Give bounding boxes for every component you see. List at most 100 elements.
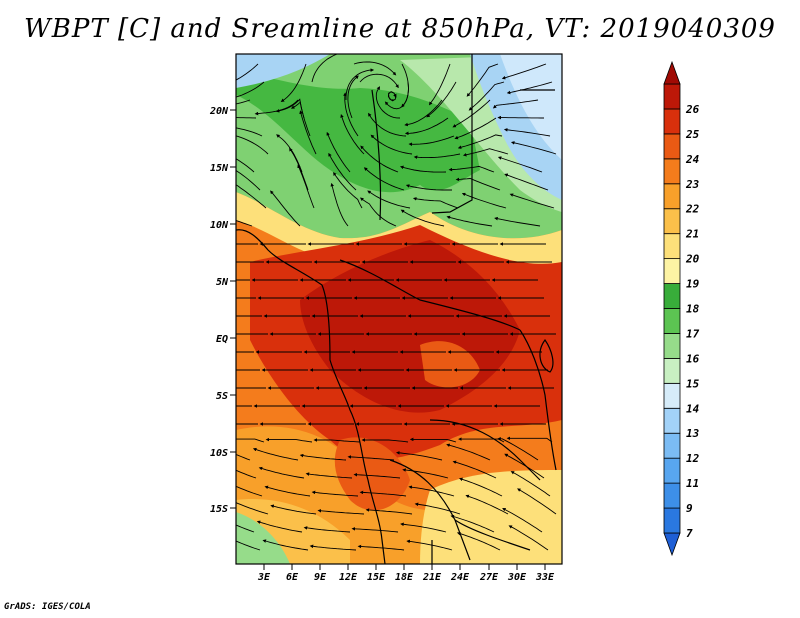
colorbar-label: 19 (686, 278, 700, 291)
streamline (465, 494, 509, 515)
coastlines-borders (236, 54, 557, 564)
streamline (452, 460, 497, 479)
streamline (452, 99, 491, 128)
colorbar-segment (663, 382, 681, 409)
latitude-axis: 20N 15N 10N 5N EQ 5S 10S 15S (209, 106, 236, 515)
streamline (262, 539, 309, 551)
lon-label: 12E (339, 572, 358, 583)
lon-label: 15E (367, 572, 386, 583)
colorbar-label: 17 (686, 327, 700, 340)
streamline (404, 99, 443, 127)
lon-label: 21E (422, 572, 442, 583)
colorbar-label: 14 (686, 402, 700, 415)
green-sw (236, 512, 290, 564)
streamline (280, 63, 307, 103)
streamline (384, 81, 409, 110)
lat-label: 15N (210, 163, 229, 174)
streamline (236, 524, 255, 533)
streamline (258, 466, 305, 479)
streamline (299, 453, 347, 461)
streamline (236, 485, 263, 497)
streamline (456, 531, 501, 551)
lat-label: 10S (210, 448, 228, 459)
pale-blue-ne (500, 54, 562, 160)
chart-title: WBPT [C] and Sreamline at 850hPa, VT: 20… (24, 14, 776, 44)
streamline (510, 141, 557, 155)
streamline (236, 158, 255, 173)
streamline (426, 81, 457, 118)
streamline (236, 117, 257, 119)
colorbar-label: 15 (686, 377, 700, 390)
streamline (297, 164, 315, 209)
streamline (236, 127, 263, 137)
streamline (517, 488, 557, 515)
streamline (305, 472, 353, 479)
streamline (264, 485, 311, 497)
streamline (492, 99, 539, 109)
pale-yellow-se (420, 470, 562, 564)
streamline (357, 544, 405, 551)
streamline (458, 477, 503, 497)
streamline (270, 190, 301, 227)
streamline (506, 436, 553, 443)
streamline (414, 502, 461, 515)
light-blue-zone (236, 54, 330, 88)
streamline (400, 522, 447, 533)
streamline (375, 86, 401, 119)
streamline (510, 471, 551, 497)
streamline (497, 437, 539, 461)
streamline (236, 81, 265, 98)
lon-label: 18E (395, 572, 414, 583)
colorbar-segment (663, 158, 681, 185)
colorbar-label: 24 (685, 153, 700, 166)
lon-label: 30E (507, 572, 527, 583)
streamline (299, 110, 317, 155)
streamline (265, 437, 313, 443)
colorbar-label: 23 (685, 178, 700, 191)
streamline (236, 99, 251, 105)
colorbar-segment (663, 60, 681, 85)
streamline (236, 502, 269, 515)
streamline (408, 135, 455, 147)
streamline (353, 472, 401, 479)
colorbar-label: 12 (686, 452, 700, 465)
colorbar-label: 9 (686, 502, 693, 515)
colorbar-segment (663, 258, 681, 284)
streamline (406, 539, 453, 551)
streamline (368, 112, 407, 137)
lon-label: 9E (314, 572, 327, 583)
lat-label: 10N (210, 220, 229, 231)
colorbar-segment (663, 532, 681, 557)
lat-label: 5S (216, 391, 228, 402)
streamline (236, 469, 257, 479)
orange-center (420, 341, 480, 388)
colorbar: 7 9 11 12 13 14 15 16 17 18 19 20 21 22 23 24 25 26 (663, 60, 700, 557)
streamline (446, 443, 491, 461)
streamline (404, 117, 449, 136)
streamline (446, 215, 493, 227)
streamline (317, 508, 365, 515)
colorbar-label: 13 (686, 427, 700, 440)
streamline (353, 61, 397, 76)
streamline (340, 113, 365, 155)
colorbar-segment (663, 133, 681, 160)
colorbar-label: 20 (685, 253, 700, 266)
colorbar-segment (663, 457, 681, 484)
streamline (311, 54, 345, 83)
streamline (399, 165, 447, 173)
streamline (428, 63, 451, 106)
colorbar-segment (663, 108, 681, 135)
streamline (347, 75, 359, 119)
colorbar-segment (663, 407, 681, 434)
streamline (328, 152, 357, 191)
streamline (313, 438, 361, 443)
streamline (351, 527, 399, 533)
colorbar-label: 25 (685, 128, 700, 141)
colorbar-label: 18 (686, 303, 700, 316)
lon-label: 6E (286, 572, 299, 583)
streamline (494, 216, 541, 227)
wbpt-field (236, 54, 562, 564)
colorbar-segment (663, 507, 681, 534)
streamline (290, 101, 311, 137)
colorbar-segment (663, 233, 681, 260)
